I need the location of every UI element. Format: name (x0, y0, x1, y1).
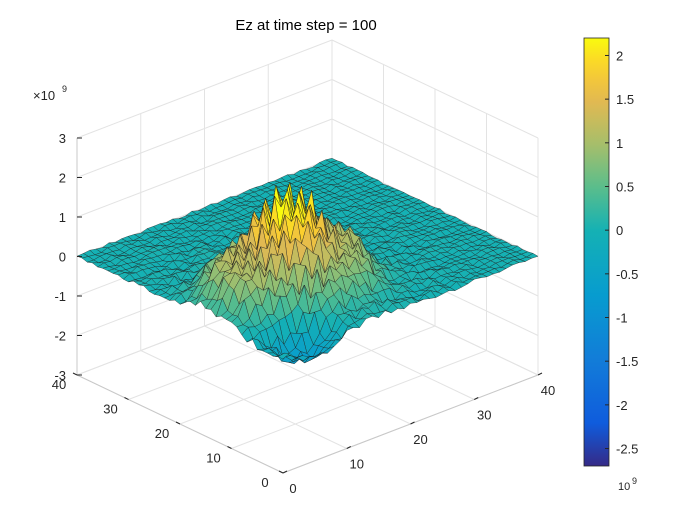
x-tick-mark (474, 397, 479, 400)
y-tick-label: 20 (155, 426, 169, 441)
y-tick-mark (175, 421, 181, 425)
z-tick-label: -1 (54, 289, 66, 304)
colorbar-multiplier: 10 9 (618, 476, 637, 493)
colorbar-tick-label: -1.5 (616, 354, 638, 369)
surface-mesh (76, 158, 539, 364)
grid-line-z-side (331, 118, 539, 218)
x-tick-label: 20 (413, 432, 427, 447)
y-tick-label: 30 (103, 402, 117, 417)
z-multiplier-label: ×10 (33, 88, 55, 103)
y-tick-mark (124, 397, 129, 400)
y-tick-mark (278, 470, 284, 474)
colorbar-tick-label: -2 (616, 398, 628, 413)
colorbar: 2 1.5 1 0.5 0 -0.5 -1 -1.5 -2 -2.5 (583, 37, 638, 467)
colorbar-gradient (583, 37, 610, 467)
z-tick-label: 1 (59, 210, 66, 225)
grid-line-z-side (331, 79, 539, 178)
z-tick-label: -3 (54, 368, 66, 383)
colorbar-tick-label: 0.5 (616, 179, 634, 194)
colorbar-tick-label: 2 (616, 48, 623, 63)
grid-line-z-side (331, 39, 539, 139)
x-tick-mark (282, 470, 288, 474)
z-multiplier: ×10 9 (33, 84, 67, 103)
chart-title: Ez at time step = 100 (235, 17, 376, 34)
colorbar-multiplier-exponent: 9 (632, 476, 637, 486)
z-tick-label: 0 (59, 250, 66, 265)
colorbar-tick-label: 0 (616, 223, 623, 238)
x-tick-label: 30 (477, 408, 491, 423)
z-multiplier-exponent: 9 (62, 84, 67, 94)
colorbar-multiplier-label: 10 (618, 481, 630, 493)
z-tick-label: 2 (59, 171, 66, 186)
x-tick-label: 10 (350, 457, 364, 472)
grid-line-floor-y (179, 325, 436, 425)
grid-line-z-back (76, 118, 333, 218)
surface-patch (277, 353, 290, 360)
x-tick-label: 0 (289, 481, 296, 496)
grid-line-z-back (76, 79, 333, 178)
z-tick-label: 3 (59, 131, 66, 146)
y-tick-mark (227, 446, 232, 449)
colorbar-tick-label: -0.5 (616, 267, 638, 282)
grid-line-z-back (76, 39, 333, 139)
grid-line-floor-y (231, 350, 487, 449)
y-tick-label: 40 (52, 377, 66, 392)
y-tick-mark (72, 372, 78, 376)
colorbar-tick-label: 1.5 (616, 92, 634, 107)
x-tick-label: 40 (541, 383, 555, 398)
y-tick-label: 10 (206, 451, 220, 466)
x-tick-mark (346, 446, 351, 449)
y-tick-label: 0 (261, 475, 268, 490)
z-tick-label: -2 (54, 329, 66, 344)
colorbar-tick-label: 1 (616, 136, 623, 151)
colorbar-tick-label: -2.5 (616, 442, 638, 457)
colorbar-tick-label: -1 (616, 311, 628, 326)
x-tick-mark (537, 372, 543, 376)
x-tick-mark (410, 421, 415, 425)
